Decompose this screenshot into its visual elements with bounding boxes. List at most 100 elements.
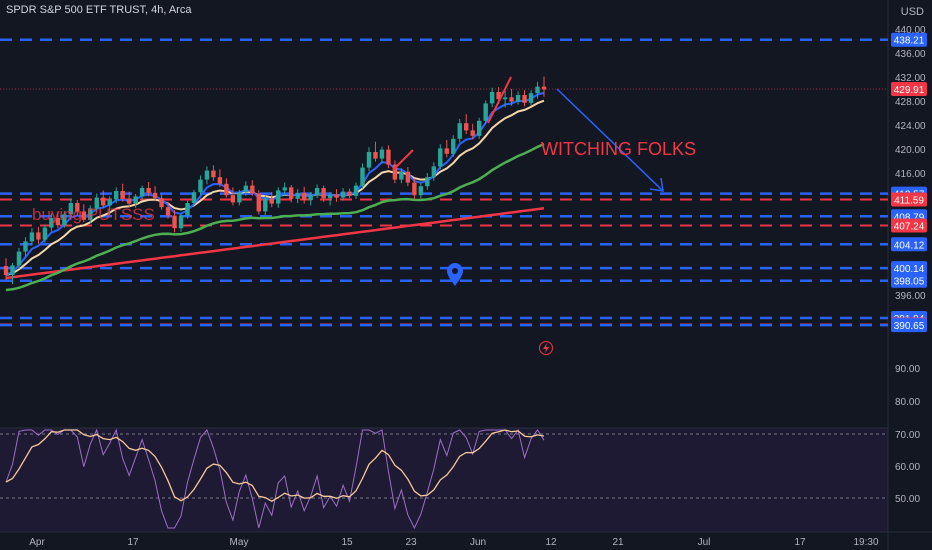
candle-body [133,196,138,204]
candle [295,189,300,203]
price-tick: 396.00 [895,291,926,302]
candle-body [431,166,437,178]
candle [515,91,521,105]
candle-body [489,92,495,104]
candle [230,187,236,206]
candle-body [457,123,462,139]
candle [101,190,106,209]
candle-body [405,171,411,183]
price-axis[interactable]: 440.00 436.00 432.00 428.00 424.00 420.00 416.… [895,25,926,505]
trend-line-red-2[interactable] [392,149,414,171]
candle [217,169,223,187]
candle [23,237,28,257]
moving-averages [5,91,545,292]
candle-body [502,97,508,100]
candle-body [289,187,294,199]
candle [152,186,158,202]
candle [159,194,164,210]
candle [522,90,527,107]
level-tag-6: 400.14 [891,261,927,276]
candle [451,135,456,157]
candle [269,192,274,208]
candle-body [308,195,313,200]
candle [107,196,112,215]
annotation-puts[interactable]: buying PUTSSS [32,205,155,224]
price-tick: 80.00 [895,397,920,408]
price-tick: 428.00 [895,97,926,108]
level-tag-2: 411.59 [891,192,927,207]
level-tag-bg [891,192,927,207]
candle-body [256,193,261,212]
candle-body [224,183,229,196]
level-tags: 438.21412.57411.59408.79407.24404.12400.… [891,32,927,333]
projection-arrow[interactable] [556,88,663,191]
price-tick: 436.00 [895,49,926,60]
candle [237,189,242,206]
level-tag-10: 390.65 [891,318,927,333]
arrow-head-icon [649,177,664,192]
candle-body [515,95,521,102]
time-axis[interactable]: Apr 17 May 15 23 Jun 12 21 Jul 17 19:30 [29,537,879,548]
level-tag-label: 404.12 [894,240,925,251]
candle-body [360,167,365,186]
candle-body [237,192,242,203]
candle [418,182,424,199]
candle-body [23,241,28,252]
candle-body [165,207,171,216]
time-tick: Jun [470,537,486,548]
candle [250,180,255,196]
candle [334,189,339,202]
time-tick: 15 [341,537,353,548]
candle [113,187,119,203]
candle [399,168,404,184]
candle-body [496,92,501,100]
level-tag-label: 438.21 [894,36,925,47]
rsi-ma-line [5,429,545,502]
map-pin-icon[interactable] [447,263,463,286]
candle-body [16,251,22,266]
price-tick: 416.00 [895,169,926,180]
level-tag-label: 408.79 [894,212,925,223]
candle-body [535,86,540,94]
candle-body [204,170,210,180]
candle [347,188,352,199]
price-tick: 440.00 [895,25,926,36]
candle-body [276,190,281,204]
candle-body [94,197,99,209]
candle-body [120,191,125,199]
candle-body [75,203,80,212]
candle [509,89,514,106]
candle [81,204,86,223]
annotation-witching[interactable]: WITCHING FOLKS [541,139,696,159]
level-tag-label: 411.59 [894,195,924,206]
candle-body [81,211,86,220]
candle-body [107,199,112,206]
candle-body [126,198,132,204]
candle-body [295,192,300,199]
candle [528,90,534,106]
candle-body [321,188,326,199]
currency-label: USD [900,6,924,18]
candle [373,141,378,162]
time-tick: 12 [545,537,557,548]
trend-line-red[interactable] [487,76,512,124]
horizontal-levels [0,38,888,327]
candle-body [347,191,352,196]
level-tag-bg [891,237,927,252]
candle [535,81,540,99]
candle-body [392,164,398,180]
time-tick: 19:30 [853,537,878,548]
candle [470,123,475,140]
candle [139,185,145,200]
level-tag-label: 407.24 [894,222,925,233]
candle [276,187,281,208]
candle-body [470,130,475,136]
candle [68,198,74,218]
candle-body [314,188,320,196]
candle-body [438,148,443,167]
candle-body [3,266,9,275]
candle [42,224,48,243]
lightning-icon[interactable] [539,341,553,355]
candle-body [49,218,54,228]
